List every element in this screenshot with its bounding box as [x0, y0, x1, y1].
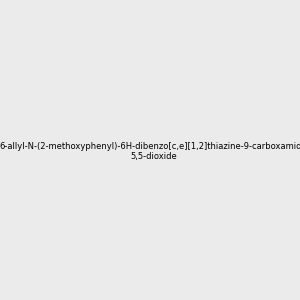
Text: 6-allyl-N-(2-methoxyphenyl)-6H-dibenzo[c,e][1,2]thiazine-9-carboxamide 5,5-dioxi: 6-allyl-N-(2-methoxyphenyl)-6H-dibenzo[c… — [0, 142, 300, 161]
